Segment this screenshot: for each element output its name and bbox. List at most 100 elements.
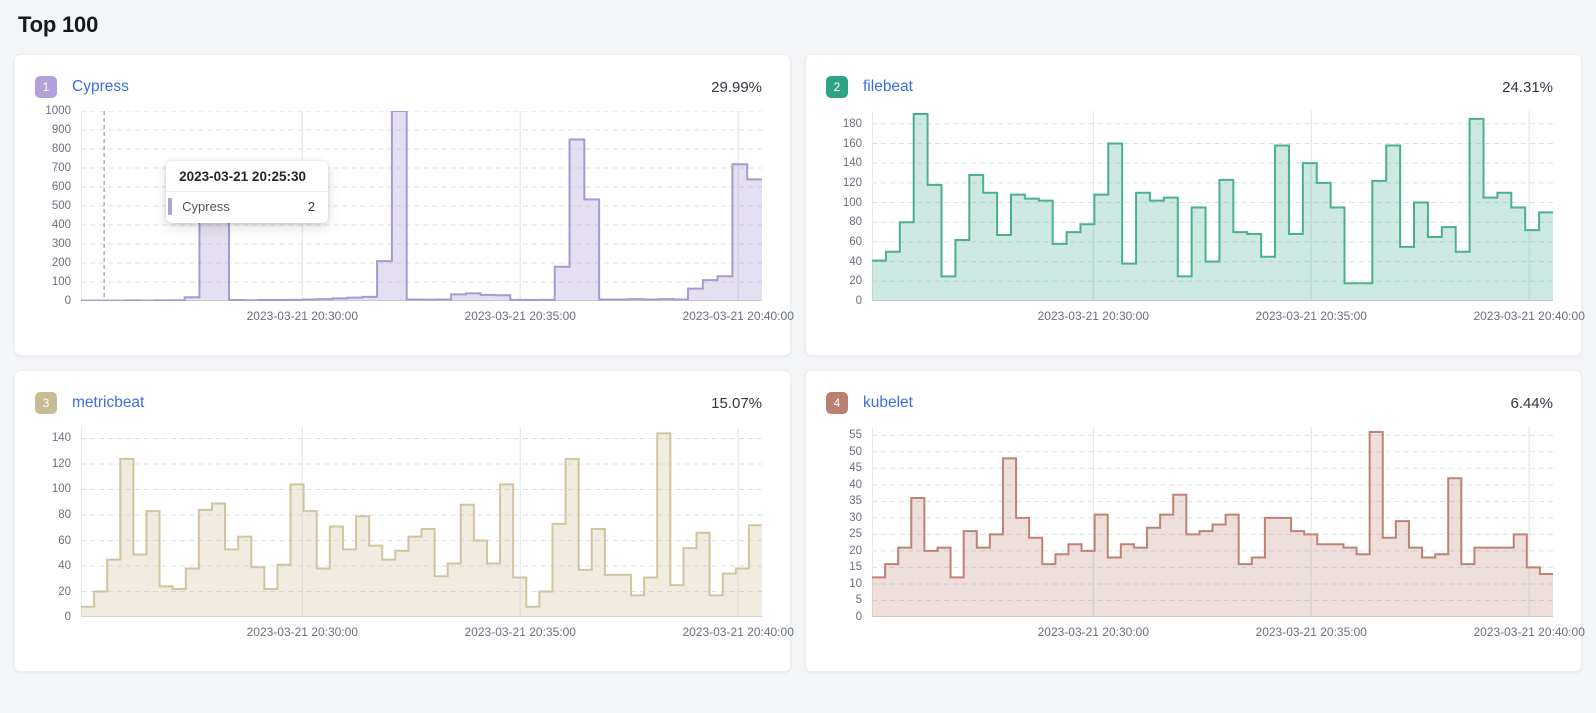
y-axis-label: 140 (842, 157, 862, 170)
y-axis-label: 40 (58, 560, 71, 572)
series-line (81, 432, 762, 608)
rank-badge: 2 (826, 76, 848, 98)
chart-area: 0 20 40 60 80 100 120 140 (35, 427, 762, 623)
series-line (872, 430, 1553, 579)
y-axis: 0 20 40 60 80 100 120 140 (35, 427, 81, 623)
plot-area[interactable]: 2023-03-21 20:25:30 Cypress 2 (81, 111, 762, 301)
rank-badge: 4 (826, 392, 848, 414)
y-axis-label: 80 (849, 216, 862, 229)
series-link[interactable]: Cypress (72, 78, 129, 95)
tooltip-series-swatch (168, 198, 173, 215)
y-axis-label: 100 (51, 276, 71, 288)
y-axis-label: 0 (64, 611, 71, 623)
x-axis-label: 2023-03-21 20:35:00 (464, 625, 576, 639)
x-axis-label: 2023-03-21 20:30:00 (1037, 625, 1150, 639)
chart-svg (872, 111, 1553, 301)
y-axis-label: 15 (849, 561, 862, 574)
y-axis-label: 50 (849, 445, 862, 458)
percent-value: 29.99% (711, 78, 762, 96)
y-axis-label: 100 (51, 483, 71, 496)
tooltip-series-row: Cypress 2 (166, 192, 328, 223)
y-axis-label: 140 (51, 432, 71, 445)
y-axis-label: 30 (849, 511, 862, 524)
y-axis-label: 900 (51, 124, 71, 136)
card-header: 4 kubelet 6.44% (826, 391, 1553, 415)
x-axis-label: 2023-03-21 20:30:00 (246, 625, 359, 639)
y-axis-label: 5 (855, 594, 862, 607)
percent-value: 24.31% (1502, 78, 1553, 96)
y-axis-label: 20 (849, 544, 862, 557)
percent-value: 15.07% (711, 394, 762, 412)
series-link[interactable]: filebeat (863, 78, 913, 95)
y-axis-label: 80 (58, 509, 71, 521)
tooltip-series-name: Cypress (182, 199, 230, 214)
y-axis-label: 500 (51, 200, 71, 212)
y-axis-label: 100 (842, 196, 862, 209)
plot-area[interactable] (872, 111, 1553, 301)
x-axis-label: 2023-03-21 20:35:00 (1255, 309, 1367, 323)
y-axis-label: 200 (51, 257, 71, 269)
y-axis-label: 60 (849, 235, 862, 248)
y-axis-label: 35 (849, 495, 862, 508)
y-axis-label: 120 (51, 457, 71, 470)
plot-area[interactable] (872, 427, 1553, 617)
x-axis: 2023-03-21 20:30:00 2023-03-21 20:35:00 20… (872, 617, 1585, 641)
card-header: 3 metricbeat 15.07% (35, 391, 762, 415)
chart-card-kubelet: 4 kubelet 6.44% 0 5 10 15 20 25 30 35 40 45 50 55 2… (805, 370, 1585, 672)
series-line (872, 112, 1553, 285)
y-axis-label: 0 (855, 611, 862, 623)
y-axis-label: 120 (842, 176, 862, 189)
tooltip-timestamp: 2023-03-21 20:25:30 (166, 161, 329, 192)
y-axis-label: 40 (849, 478, 862, 491)
cards-grid: 1 Cypress 29.99% 0 100 200 300 400 500 600 700 8… (14, 54, 1585, 672)
chart-svg (81, 427, 762, 617)
y-axis-label: 45 (849, 462, 862, 475)
y-axis-label: 55 (849, 429, 862, 442)
y-axis-label: 1000 (45, 105, 71, 117)
y-axis-label: 20 (849, 275, 862, 288)
card-header: 1 Cypress 29.99% (35, 75, 762, 99)
x-axis-label: 2023-03-21 20:30:00 (246, 309, 359, 323)
x-axis-label: 2023-03-21 20:30:00 (1037, 309, 1150, 323)
rank-badge: 1 (35, 76, 57, 98)
x-axis-label: 2023-03-21 20:40:00 (1473, 625, 1585, 639)
series-link[interactable]: kubelet (863, 394, 913, 411)
y-axis: 0 5 10 15 20 25 30 35 40 45 50 55 (826, 427, 872, 623)
y-axis: 0 100 200 300 400 500 600 700 800 900 1000 (35, 105, 81, 307)
y-axis-label: 600 (51, 181, 71, 193)
y-axis-label: 10 (849, 577, 862, 590)
y-axis-label: 40 (849, 255, 862, 268)
chart-tooltip: 2023-03-21 20:25:30 Cypress 2 (166, 161, 329, 223)
x-axis: 2023-03-21 20:30:00 2023-03-21 20:35:00 20… (81, 301, 794, 325)
dashboard-page: Top 100 1 Cypress 29.99% 0 100 200 300 400 50… (14, 12, 1585, 672)
y-axis-label: 800 (51, 143, 71, 155)
y-axis-label: 0 (855, 295, 862, 307)
tooltip-series-value: 2 (307, 199, 316, 214)
chart-card-metricbeat: 3 metricbeat 15.07% 0 20 40 60 80 100 120 140 2… (14, 370, 794, 672)
chart-svg (872, 427, 1553, 617)
y-axis-label: 180 (842, 117, 862, 130)
y-axis-label: 160 (842, 137, 862, 150)
page-title: Top 100 (18, 12, 99, 37)
x-axis-label: 2023-03-21 20:40:00 (682, 625, 794, 639)
rank-badge: 3 (35, 392, 57, 414)
y-axis-label: 0 (64, 295, 71, 307)
card-header: 2 filebeat 24.31% (826, 75, 1553, 99)
chart-area: 0 5 10 15 20 25 30 35 40 45 50 55 (826, 427, 1553, 623)
y-axis-label: 400 (51, 219, 71, 231)
chart-area: 0 100 200 300 400 500 600 700 800 900 1000 2023-03… (35, 105, 762, 307)
y-axis-label: 20 (58, 585, 71, 598)
y-axis-label: 700 (51, 162, 71, 174)
chart-area: 0 20 40 60 80 100 120 140 160 180 (826, 111, 1553, 307)
plot-area[interactable] (81, 427, 762, 617)
x-axis-label: 2023-03-21 20:35:00 (1255, 625, 1367, 639)
y-axis: 0 20 40 60 80 100 120 140 160 180 (826, 111, 872, 307)
percent-value: 6.44% (1510, 394, 1553, 412)
x-axis-label: 2023-03-21 20:40:00 (1473, 309, 1585, 323)
series-area (81, 111, 762, 301)
series-link[interactable]: metricbeat (72, 394, 145, 411)
y-axis-label: 60 (58, 534, 71, 547)
y-axis-label: 300 (51, 238, 71, 250)
series-area (872, 113, 1553, 301)
x-axis: 2023-03-21 20:30:00 2023-03-21 20:35:00 20… (872, 301, 1585, 325)
